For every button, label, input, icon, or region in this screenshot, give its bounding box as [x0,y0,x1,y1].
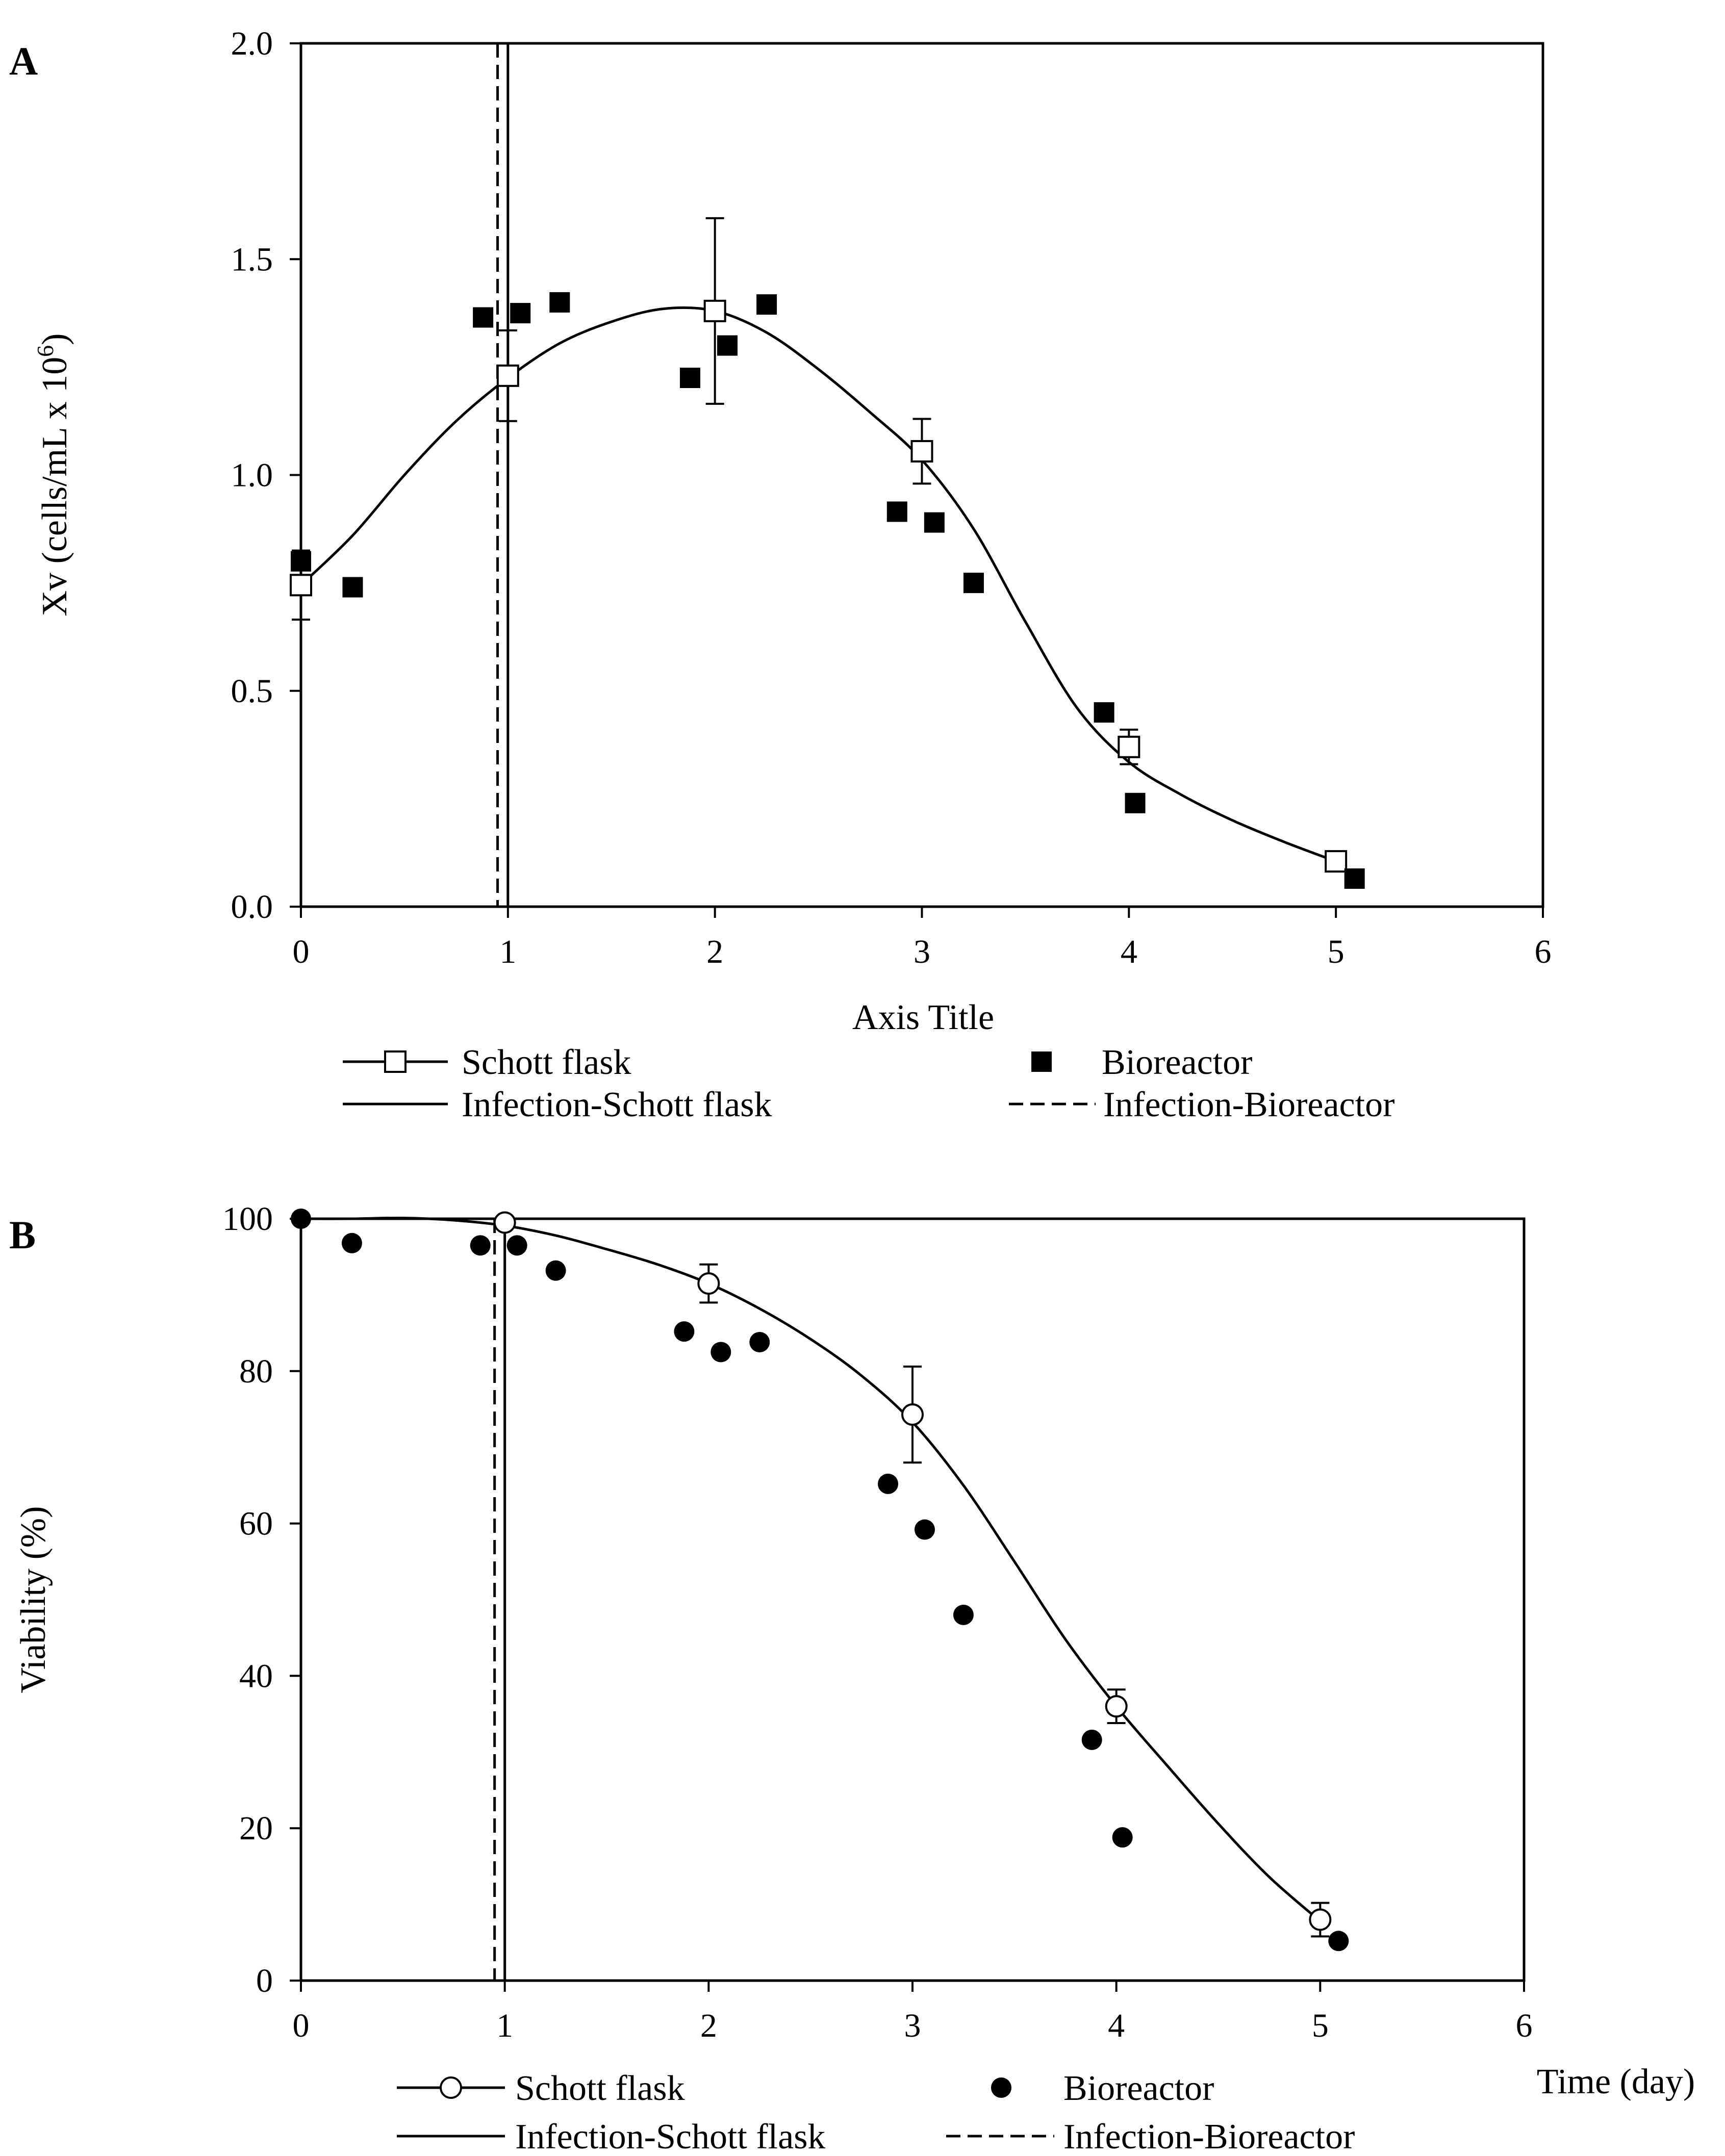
bioreactor-point [1344,868,1365,889]
schott-flask-point [910,440,933,463]
bioreactor-point [963,573,984,594]
schott-flask-point [1105,1695,1128,1718]
legend-schott-marker [440,2076,462,2099]
schott-flask-point [493,1211,516,1234]
bioreactor-point [1125,792,1146,813]
x-tick-label: 0 [293,2007,310,2044]
bioreactor-point [878,1473,899,1494]
bioreactor-point [679,368,700,389]
x-tick-label: 6 [1516,2007,1533,2044]
fit-curve-line [300,1216,1321,1922]
y-tick-label: 40 [239,1657,273,1695]
schott-flask-point [703,299,726,322]
legend-bioreactor-marker [991,2077,1011,2098]
x-tick-label: 5 [1312,2007,1329,2044]
fit-curve-line [300,306,1337,863]
schott-flask-point [496,364,519,387]
y-tick-label: 60 [239,1505,273,1543]
panel-label: B [9,1213,36,1257]
y-tick-label: 1.5 [231,241,273,278]
bioreactor-point [506,1235,527,1256]
legend: Schott flask Bioreactor Infection-Schott f… [397,2069,1355,2156]
bioreactor-point [749,1332,770,1353]
plot-frame [299,1217,1526,1982]
bioreactor-point [291,551,311,572]
legend: Schott flask Bioreactor Infection-Schott f… [343,1043,1394,1124]
x-tick-label: 2 [706,933,723,970]
x-tick-label: 2 [700,2007,717,2044]
legend-label: Infection-Schott flask [462,1085,772,1124]
x-axis-title: Axis Title [852,998,994,1037]
x-tick-label: 1 [499,933,516,970]
y-tick-label: 2.0 [231,25,273,62]
bioreactor-point [1112,1827,1133,1848]
y-tick-label: 20 [239,1810,273,1847]
legend-label: Schott flask [515,2069,684,2108]
bioreactor-point [1081,1729,1102,1750]
y-tick-label: 0.5 [231,673,273,710]
legend-label: Infection-Bioreactor [1063,2117,1355,2156]
bioreactor-point [545,1260,566,1281]
legend-label: Bioreactor [1102,1043,1252,1082]
bioreactor-point [342,577,363,598]
bioreactor-point [549,292,570,313]
bioreactor-point [711,1342,731,1363]
y-axis-title-text: Xv (cells/mL x 10 [35,357,74,617]
schott-flask-point [901,1403,924,1426]
bioreactor-point [341,1233,362,1253]
y-tick-label: 100 [222,1200,273,1238]
y-axis-title-tail: ) [35,333,74,345]
x-tick-label: 3 [914,933,930,970]
schott-flask-point [290,574,312,597]
bioreactor-point [510,303,531,324]
y-tick-label: 0.0 [231,888,273,926]
x-tick-label: 3 [904,2007,921,2044]
schott-flask-point [1118,735,1140,758]
panel-label: A [9,39,38,83]
bioreactor-point [1328,1931,1349,1952]
x-tick-label: 6 [1535,933,1552,970]
y-axis-title: Xv (cells/mL x 106) [32,333,74,616]
bioreactor-point [473,307,494,328]
bioreactor-point [756,294,777,315]
legend-schott-marker [384,1050,407,1073]
bioreactor-point [674,1321,695,1342]
x-tick-label: 4 [1108,2007,1125,2044]
y-axis-title-text: Viability (%) [14,1506,53,1693]
legend-label: Infection-Schott flask [515,2117,825,2156]
bioreactor-point [717,335,738,356]
x-axis-title: Time (day) [1537,2062,1695,2101]
x-tick-label: 4 [1121,933,1137,970]
y-axis-title: Viability (%) [14,1506,53,1693]
bioreactor-point [924,512,945,533]
y-tick-label: 1.0 [231,457,273,494]
schott-flask-point [1325,850,1348,873]
schott-flask-point [1309,1908,1332,1931]
schott-flask-point [697,1272,720,1295]
panel-a: A 0 1 2 3 4 5 6 0.0 0.5 1.0 1.5 2.0 Axis Title Xv (cel… [9,25,1552,1124]
legend-label: Schott flask [462,1043,631,1082]
legend-label: Infection-Bioreactor [1103,1085,1394,1124]
bioreactor-point [953,1604,974,1625]
x-tick-label: 0 [293,933,310,970]
bioreactor-point [1094,702,1114,723]
y-tick-label: 0 [256,1962,273,1999]
bioreactor-point [886,501,907,522]
legend-label: Bioreactor [1063,2069,1214,2108]
x-tick-label: 5 [1328,933,1345,970]
bioreactor-point [291,1209,311,1229]
x-tick-label: 1 [496,2007,513,2044]
bioreactor-point [470,1235,491,1256]
legend-bioreactor-marker [1031,1051,1052,1072]
y-axis-title-superscript: 6 [32,345,58,357]
y-tick-label: 80 [239,1353,273,1390]
bioreactor-point [914,1519,935,1540]
